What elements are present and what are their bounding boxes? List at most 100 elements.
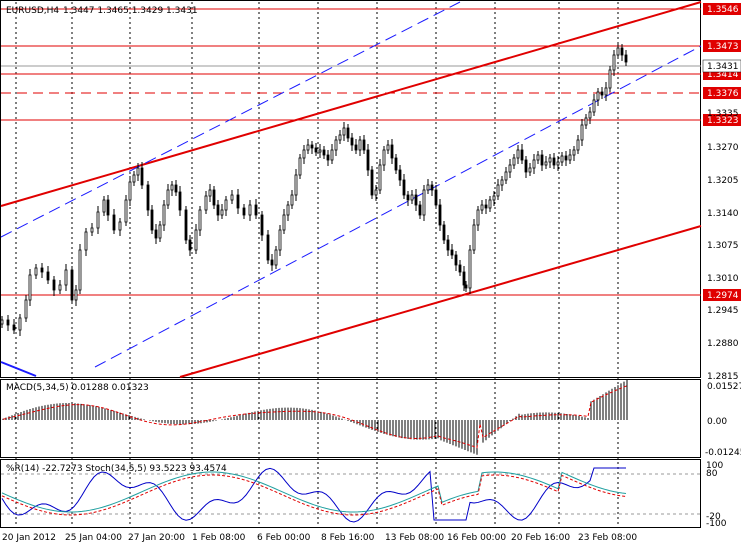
time-label: 20 Feb 16:00 <box>511 533 570 543</box>
price-bar-body <box>194 229 198 251</box>
price-bar-body <box>128 181 132 201</box>
price-tick: 1.2945 <box>707 306 739 316</box>
price-bar-body <box>24 299 28 319</box>
price-bar-body <box>616 47 620 56</box>
osc-axis-80: 80 <box>706 469 718 479</box>
oscillator-pane[interactable] <box>0 459 701 528</box>
price-bar-body <box>568 154 572 161</box>
price-bar-body <box>302 149 306 159</box>
oscillator-title: %R(14) -22.7273 Stoch(34,5,5) 93.5223 93… <box>6 464 227 474</box>
price-bar-body <box>282 214 286 231</box>
channel-upper-blue[interactable] <box>0 1 461 238</box>
trend-channels[interactable] <box>0 1 702 378</box>
price-bar-body <box>394 157 398 171</box>
price-bar-body <box>350 137 354 146</box>
level-label: 1.3323 <box>707 116 739 126</box>
price-bar-body <box>532 159 536 169</box>
price-bar-body <box>620 47 624 56</box>
price-bar-body <box>184 209 188 241</box>
channel-lower-blue[interactable] <box>0 361 37 377</box>
price-bar-body <box>314 147 318 153</box>
price-bar-body <box>46 271 50 281</box>
price-bar-body <box>458 264 462 273</box>
price-bar-body <box>90 227 94 233</box>
price-bar-body <box>140 167 144 186</box>
price-bar-body <box>318 149 322 153</box>
williams-r-line <box>1 467 626 523</box>
price-bar-body <box>472 224 476 251</box>
price-bar-body <box>52 279 56 291</box>
price-bar-body <box>346 127 350 139</box>
price-bar-body <box>188 239 192 251</box>
price-bar-body <box>212 189 216 206</box>
main-price-pane[interactable] <box>0 0 701 378</box>
price-bar-body <box>132 174 136 183</box>
price-bar-body <box>410 194 414 201</box>
price-bar-body <box>596 91 600 101</box>
price-bar-body <box>216 204 220 216</box>
price-bar-body <box>310 144 314 149</box>
price-bar-body <box>0 319 4 325</box>
price-bar-body <box>540 154 544 166</box>
price-bar-body <box>366 149 370 171</box>
price-bar-body <box>274 249 278 266</box>
price-bar-body <box>496 184 500 197</box>
price-bar-body <box>236 194 240 209</box>
channel-upper-red[interactable] <box>0 1 702 207</box>
level-label: 1.3546 <box>707 5 739 15</box>
horizontal-levels[interactable]: 1.3546 1.3473 1.3414 1.3376 1.3323 1.2974 1.34… <box>1 3 741 301</box>
channel-lower-red[interactable] <box>179 225 702 378</box>
time-label: 20 Jan 2012 <box>2 533 56 543</box>
price-bar-body <box>334 139 338 151</box>
price-bar-body <box>524 159 528 173</box>
price-bar-body <box>418 204 422 216</box>
price-bar-body <box>330 149 334 161</box>
time-label: 6 Feb 00:00 <box>257 533 311 543</box>
price-bar-body <box>378 164 382 191</box>
level-tag <box>703 40 741 52</box>
osc-axis-100: 100 <box>706 461 723 471</box>
price-tick: 1.3270 <box>707 143 739 153</box>
price-bar-body <box>382 149 386 166</box>
price-bar-body <box>198 209 202 231</box>
price-bar-body <box>224 199 228 211</box>
price-bar-body <box>438 204 442 226</box>
price-bar-body <box>624 54 628 63</box>
price-bar-body <box>242 207 246 216</box>
price-bars <box>0 42 628 336</box>
time-label: 16 Feb 00:00 <box>447 533 506 543</box>
level-label: 1.2974 <box>707 291 739 301</box>
price-bar-body <box>398 169 402 181</box>
macd-axis-max: 0.01527 <box>707 382 741 392</box>
price-bar-body <box>406 194 410 201</box>
price-bar-body <box>266 234 270 261</box>
price-bar-body <box>508 164 512 173</box>
channel-mid-blue[interactable] <box>94 45 702 368</box>
price-bar-body <box>386 144 390 151</box>
level-label: 1.3414 <box>707 70 739 80</box>
macd-axis-zero: 0.00 <box>707 417 727 427</box>
price-bar-body <box>338 134 342 141</box>
osc-axis-20: -20 <box>706 512 721 522</box>
price-bar-body <box>178 191 182 211</box>
stoch-signal-line <box>1 474 627 516</box>
price-bar-body <box>34 267 38 276</box>
price-bar-body <box>560 155 564 163</box>
price-bar-body <box>84 231 88 251</box>
price-bar-body <box>468 249 472 289</box>
price-bar-body <box>488 199 492 209</box>
price-bar-body <box>146 184 150 211</box>
time-label: 27 Jan 20:00 <box>128 533 185 543</box>
price-bar-body <box>430 184 434 191</box>
price-bar-body <box>230 194 234 201</box>
price-bar-body <box>504 171 508 181</box>
price-tick: 1.3140 <box>707 209 739 219</box>
price-bar-body <box>78 249 82 291</box>
price-bar-body <box>354 144 358 151</box>
level-tag <box>703 289 741 301</box>
price-bar-body <box>492 195 496 201</box>
level-tag <box>703 87 741 99</box>
price-bar-body <box>290 194 294 206</box>
price-bar-body <box>150 209 154 231</box>
